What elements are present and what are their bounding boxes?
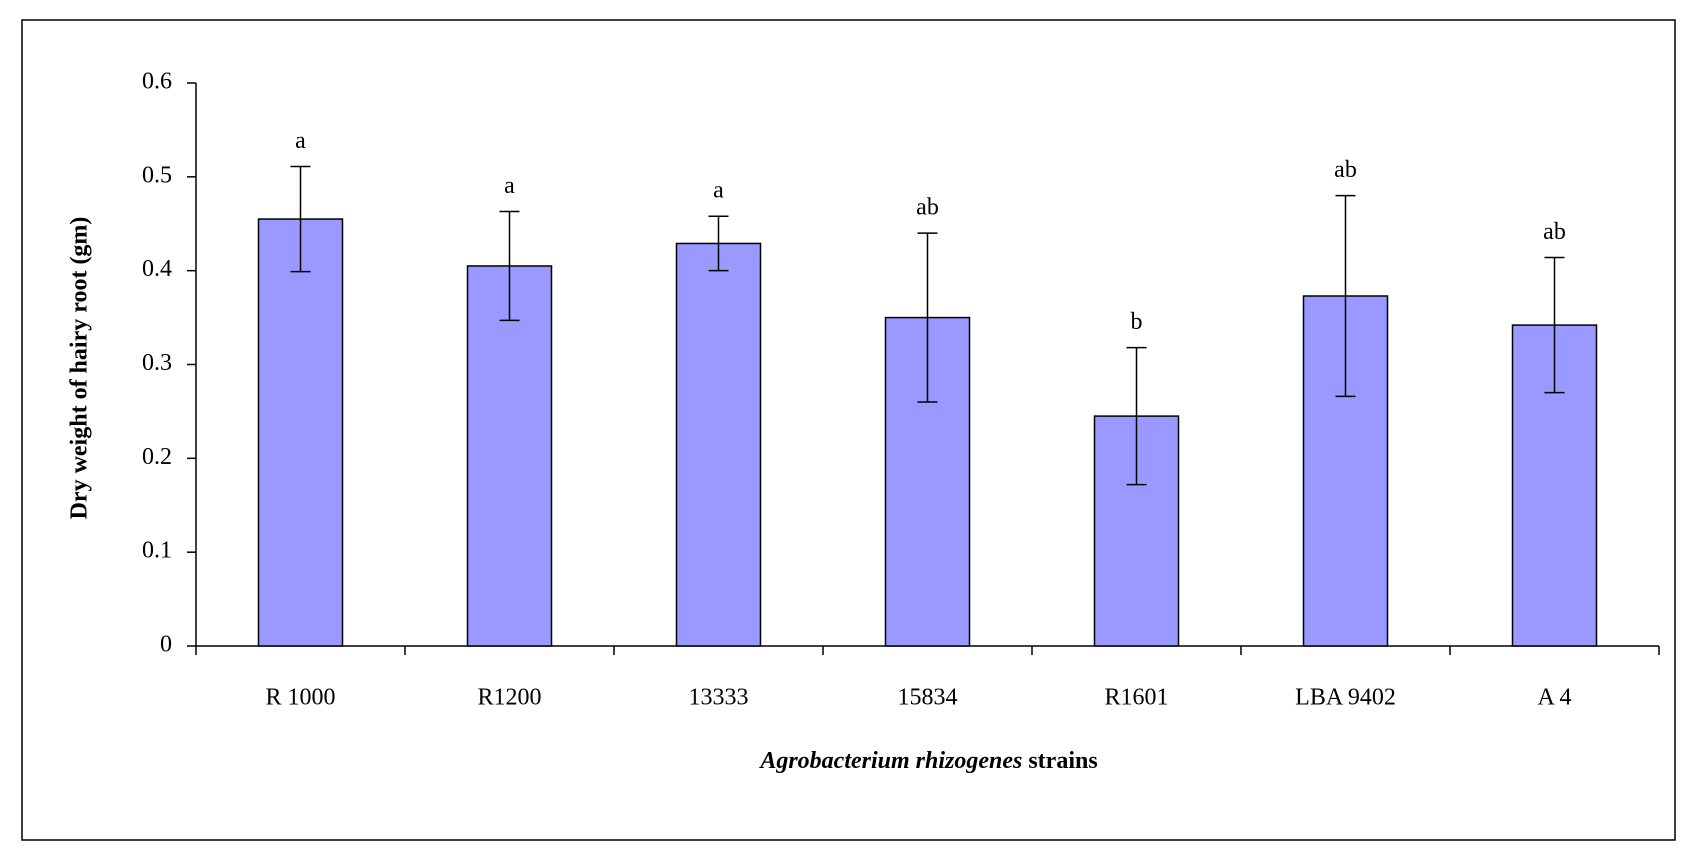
y-tick-label: 0.5 <box>142 162 172 188</box>
x-tick-label: 15834 <box>898 685 958 711</box>
x-tick-label: R 1000 <box>265 685 335 711</box>
y-tick-label: 0.6 <box>142 69 172 95</box>
x-tick-label: 13333 <box>689 685 749 711</box>
x-axis-title-rest: strains <box>1028 748 1097 774</box>
x-axis-title: Agrobacterium rhizogenes strains <box>758 748 1097 774</box>
y-tick-label: 0.1 <box>142 538 172 564</box>
x-tick-label: R1200 <box>477 685 541 711</box>
significance-letter: a <box>504 173 515 199</box>
bar <box>257 218 344 647</box>
significance-letter: a <box>295 128 306 154</box>
x-tick-label: A 4 <box>1537 685 1571 711</box>
significance-letter: b <box>1131 309 1143 335</box>
y-tick-label: 0 <box>160 632 172 658</box>
significance-letter: ab <box>1334 157 1357 183</box>
y-tick-label: 0.2 <box>142 444 172 470</box>
significance-letter: ab <box>916 195 939 221</box>
x-tick-label: LBA 9402 <box>1295 685 1396 711</box>
y-tick-label: 0.4 <box>142 256 172 282</box>
bar <box>466 265 553 647</box>
significance-letter: a <box>713 178 724 204</box>
y-axis-title: Dry weight of hairy root (gm) <box>67 217 93 520</box>
significance-letter: ab <box>1543 219 1566 245</box>
y-tick-label: 0.3 <box>142 350 172 376</box>
x-tick-label: R1601 <box>1104 685 1168 711</box>
x-axis-title-italic: Agrobacterium rhizogenes <box>758 748 1022 774</box>
bar <box>675 242 762 647</box>
